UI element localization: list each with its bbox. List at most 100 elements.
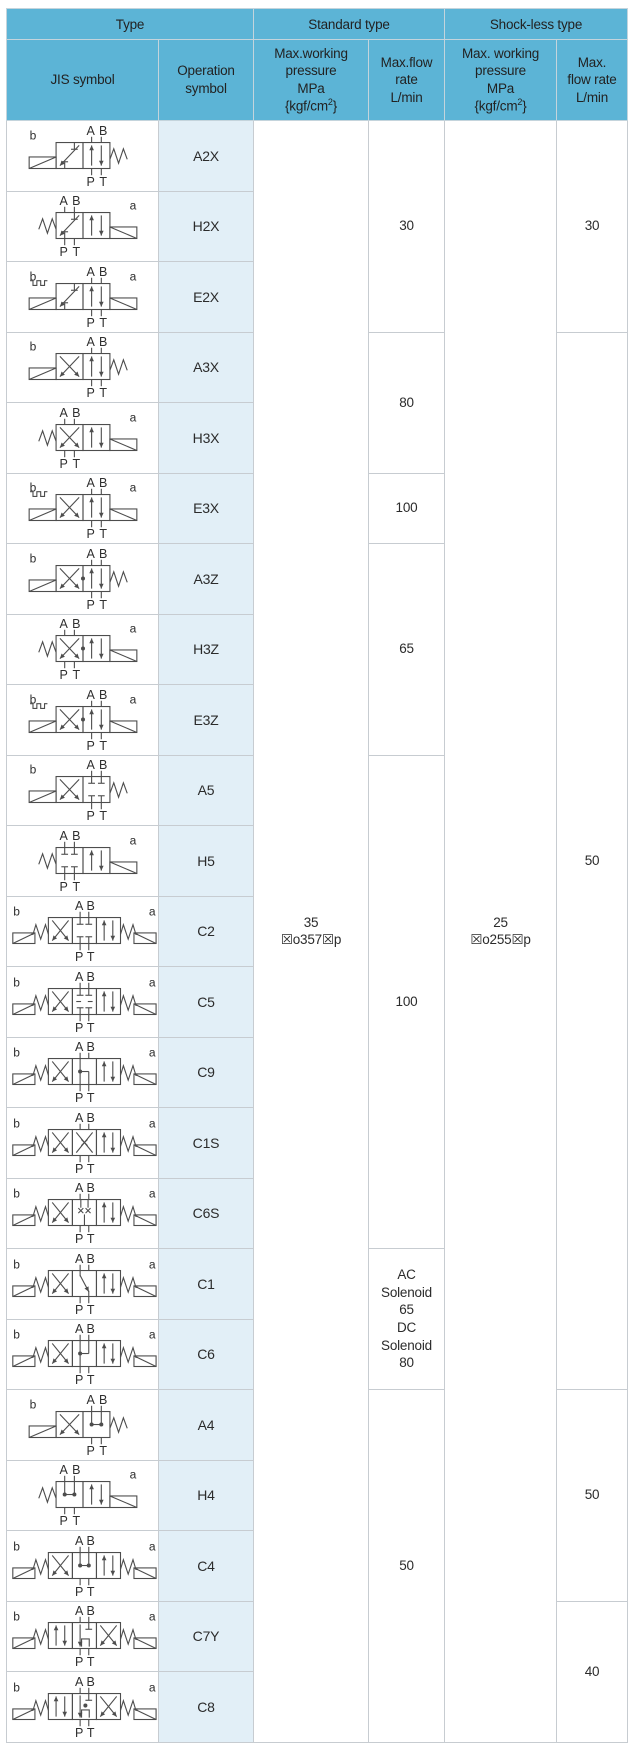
valve-schematic-drawing: A B P Tb (28, 335, 128, 399)
shock-pressure-cell: 25 ☒o255☒p (444, 120, 557, 1743)
svg-text:A: A (59, 1463, 68, 1477)
svg-text:P: P (74, 1303, 82, 1316)
valve-schematic-drawing: A B P Tb a (11, 1181, 157, 1245)
operation-symbol-header-label: Operation symbol (177, 63, 235, 96)
svg-text:A: A (74, 1111, 83, 1125)
svg-text:T: T (99, 739, 107, 752)
svg-text:T: T (86, 1726, 94, 1739)
valve-schematic-drawing: A B P Tb (28, 758, 128, 822)
svg-text:a: a (129, 833, 136, 847)
svg-text:P: P (86, 386, 94, 399)
svg-text:b: b (13, 1680, 20, 1694)
svg-text:P: P (59, 1514, 67, 1527)
svg-text:B: B (72, 194, 80, 208)
svg-text:T: T (99, 1444, 107, 1457)
valve-schematic-drawing: A B P Tb a (11, 1322, 157, 1386)
svg-text:B: B (99, 124, 107, 138)
operation-symbol-cell: C9 (158, 1036, 254, 1108)
svg-text:B: B (86, 1322, 94, 1336)
svg-text:P: P (74, 950, 82, 963)
svg-text:T: T (86, 1373, 94, 1386)
svg-text:P: P (74, 1021, 82, 1034)
valve-schematic-drawing: A B P Tb a (11, 1252, 157, 1316)
svg-text:P: P (86, 175, 94, 188)
svg-text:B: B (86, 1675, 94, 1689)
valve-schematic-drawing: A B P Tb a (11, 1604, 157, 1668)
svg-text:a: a (148, 1187, 155, 1201)
std-flow-cell: 30 (368, 120, 445, 333)
svg-text:P: P (86, 527, 94, 540)
operation-symbol-cell: C6S (158, 1177, 254, 1249)
svg-text:b: b (13, 1046, 20, 1060)
svg-text:T: T (99, 598, 107, 611)
svg-text:B: B (99, 265, 107, 279)
svg-text:a: a (129, 692, 136, 706)
operation-symbol-cell: C2 (158, 895, 254, 967)
svg-text:T: T (72, 245, 80, 258)
valve-schematic-drawing: A B P Tb a (11, 1534, 157, 1598)
svg-text:b: b (29, 128, 36, 142)
shock-flow-cell: 50 (555, 331, 629, 1390)
svg-text:a: a (148, 1257, 155, 1271)
svg-text:b: b (29, 1397, 36, 1411)
svg-text:T: T (72, 880, 80, 893)
svg-text:B: B (72, 829, 80, 843)
std-flow-cell: 50 (368, 1389, 445, 1743)
svg-text:b: b (13, 905, 20, 919)
svg-text:a: a (129, 410, 136, 424)
svg-text:P: P (74, 1655, 82, 1668)
svg-text:T: T (86, 1232, 94, 1245)
valve-schematic-drawing: A B P Tb a (11, 1675, 157, 1739)
svg-text:A: A (86, 688, 95, 702)
svg-text:T: T (86, 1585, 94, 1598)
valve-schematic-drawing: A B P Ta (37, 1463, 137, 1527)
svg-text:B: B (86, 1111, 94, 1125)
svg-text:T: T (72, 1514, 80, 1527)
svg-text:b: b (13, 1610, 20, 1624)
operation-symbol-header: Operation symbol (158, 39, 254, 121)
operation-symbol-cell: H4 (158, 1459, 254, 1531)
svg-text:b: b (29, 551, 36, 565)
svg-text:A: A (86, 124, 95, 138)
svg-text:b: b (13, 1257, 20, 1271)
svg-text:B: B (86, 1181, 94, 1195)
svg-text:B: B (86, 1534, 94, 1548)
operation-symbol-cell: C5 (158, 966, 254, 1038)
svg-text:T: T (99, 809, 107, 822)
svg-text:B: B (86, 899, 94, 913)
svg-text:B: B (86, 970, 94, 984)
svg-text:P: P (74, 1373, 82, 1386)
operation-symbol-cell: E2X (158, 261, 254, 333)
svg-text:a: a (148, 905, 155, 919)
svg-text:P: P (86, 598, 94, 611)
svg-text:P: P (59, 668, 67, 681)
operation-symbol-cell: A3Z (158, 543, 254, 615)
valve-schematic-drawing: A B P Tb a (28, 476, 137, 540)
svg-text:T: T (72, 668, 80, 681)
